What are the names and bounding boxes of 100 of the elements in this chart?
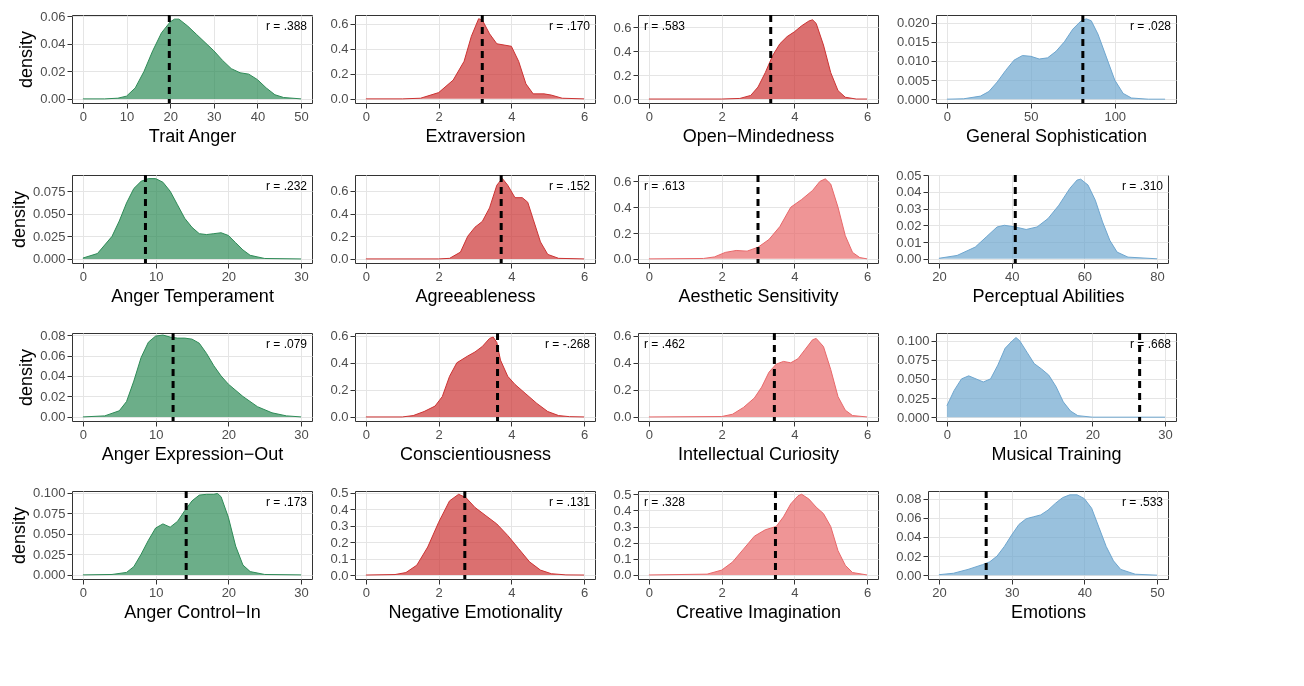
y-tick-label: 0.0 <box>613 91 632 107</box>
x-tick-label: 2 <box>718 584 726 600</box>
y-tick-label: 0.4 <box>613 502 632 518</box>
y-tick-label: 0.3 <box>613 519 632 535</box>
x-tick-label: 0 <box>79 426 88 442</box>
x-tick-label: 6 <box>863 584 872 600</box>
x-tick-label: 10 <box>1012 426 1028 442</box>
x-tick-label: 20 <box>221 426 237 442</box>
y-tick-label: 0.4 <box>613 355 632 371</box>
y-tick-label: 0.01 <box>896 234 922 250</box>
y-axis-title: density <box>8 190 29 249</box>
y-tick-label: 0.050 <box>32 206 66 222</box>
y-tick-label: 0.075 <box>896 352 930 368</box>
x-axis-title: Intellectual Curiosity <box>677 443 840 464</box>
x-tick-label: 50 <box>1024 108 1039 124</box>
x-tick-label: 0 <box>362 268 371 284</box>
x-tick-label: 6 <box>580 268 589 284</box>
x-tick-label: 2 <box>435 584 443 600</box>
y-tick-label: 0.6 <box>613 19 632 35</box>
x-tick-label: 30 <box>294 426 309 442</box>
x-tick-label: 4 <box>508 268 516 284</box>
y-tick-label: 0.04 <box>40 36 66 52</box>
annotation: r = .173 <box>265 495 308 509</box>
x-tick-label: 20 <box>932 268 947 284</box>
x-tick-label: 0 <box>79 108 88 124</box>
x-tick-label: 80 <box>1150 268 1165 284</box>
x-axis-title: Negative Emotionality <box>388 601 563 622</box>
annotation: r = -.268 <box>544 337 591 351</box>
x-tick-label: 20 <box>1085 426 1101 442</box>
annotation: r = .328 <box>644 495 686 509</box>
y-tick-label: 0.050 <box>896 371 930 387</box>
x-axis-title: Perceptual Abilities <box>972 285 1125 306</box>
y-tick-label: 0.4 <box>330 41 349 57</box>
x-tick-label: 6 <box>863 268 872 284</box>
y-tick-label: 0.08 <box>40 327 66 343</box>
x-tick-label: 30 <box>1004 584 1020 600</box>
annotation: r = .170 <box>548 19 591 33</box>
y-tick-label: 0.6 <box>613 328 632 344</box>
x-tick-label: 40 <box>250 108 266 124</box>
y-tick-label: 0.000 <box>32 251 66 267</box>
y-tick-label: 0.03 <box>896 201 922 217</box>
x-tick-label: 2 <box>718 426 726 442</box>
x-tick-label: 0 <box>645 268 654 284</box>
y-tick-label: 0.005 <box>896 72 930 88</box>
y-tick-label: 0.0 <box>330 251 349 267</box>
x-tick-label: 50 <box>1150 584 1165 600</box>
y-tick-label: 0.6 <box>330 183 349 199</box>
x-axis-title: Aesthetic Sensitivity <box>678 285 839 306</box>
x-tick-label: 0 <box>79 268 88 284</box>
x-tick-label: 2 <box>435 268 443 284</box>
x-tick-label: 0 <box>645 426 654 442</box>
x-tick-label: 20 <box>221 268 237 284</box>
y-tick-label: 0.1 <box>613 551 632 567</box>
annotation: r = .583 <box>644 19 686 33</box>
y-tick-label: 0.00 <box>896 567 922 583</box>
y-tick-label: 0.0 <box>613 409 632 425</box>
y-tick-label: 0.4 <box>613 43 632 59</box>
x-tick-label: 0 <box>645 584 654 600</box>
x-axis-title: Anger Control−In <box>124 601 261 622</box>
x-tick-label: 10 <box>148 268 164 284</box>
x-tick-label: 4 <box>791 108 799 124</box>
y-tick-label: 0.050 <box>32 526 66 542</box>
x-tick-label: 0 <box>362 584 371 600</box>
annotation: r = .388 <box>265 19 308 33</box>
x-tick-label: 4 <box>508 108 516 124</box>
x-axis-title: Anger Expression−Out <box>101 443 284 464</box>
x-tick-label: 0 <box>645 108 654 124</box>
y-axis-title: density <box>16 348 37 407</box>
y-tick-label: 0.100 <box>896 333 930 349</box>
x-axis-title: Open−Mindedness <box>682 125 835 146</box>
x-tick-label: 10 <box>148 584 164 600</box>
y-tick-label: 0.4 <box>330 206 349 222</box>
x-axis-title: Musical Training <box>991 443 1122 464</box>
y-tick-label: 0.05 <box>896 167 922 183</box>
x-tick-label: 2 <box>718 268 726 284</box>
y-tick-label: 0.0 <box>613 567 632 583</box>
y-tick-label: 0.2 <box>613 67 632 83</box>
y-tick-label: 0.3 <box>330 518 349 534</box>
x-tick-label: 20 <box>163 108 178 124</box>
y-tick-label: 0.4 <box>330 355 349 371</box>
y-tick-label: 0.04 <box>896 184 922 200</box>
y-tick-label: 0.000 <box>896 409 930 425</box>
x-axis-title: Emotions <box>1010 601 1087 622</box>
y-tick-label: 0.015 <box>896 34 930 50</box>
y-axis-title: density <box>8 506 29 565</box>
x-tick-label: 4 <box>508 584 516 600</box>
x-tick-label: 0 <box>362 108 371 124</box>
x-tick-label: 60 <box>1077 268 1093 284</box>
y-tick-label: 0.1 <box>330 551 349 567</box>
x-axis-title: Creative Imagination <box>675 601 842 622</box>
y-tick-label: 0.075 <box>32 183 66 199</box>
y-tick-label: 0.02 <box>896 217 922 233</box>
y-tick-label: 0.2 <box>330 66 349 82</box>
x-tick-label: 30 <box>294 584 309 600</box>
x-tick-label: 6 <box>580 584 589 600</box>
y-tick-label: 0.2 <box>330 382 349 398</box>
y-tick-label: 0.0 <box>330 567 349 583</box>
annotation: r = .079 <box>265 337 308 351</box>
annotation: r = .232 <box>265 179 308 193</box>
x-tick-label: 2 <box>718 108 726 124</box>
